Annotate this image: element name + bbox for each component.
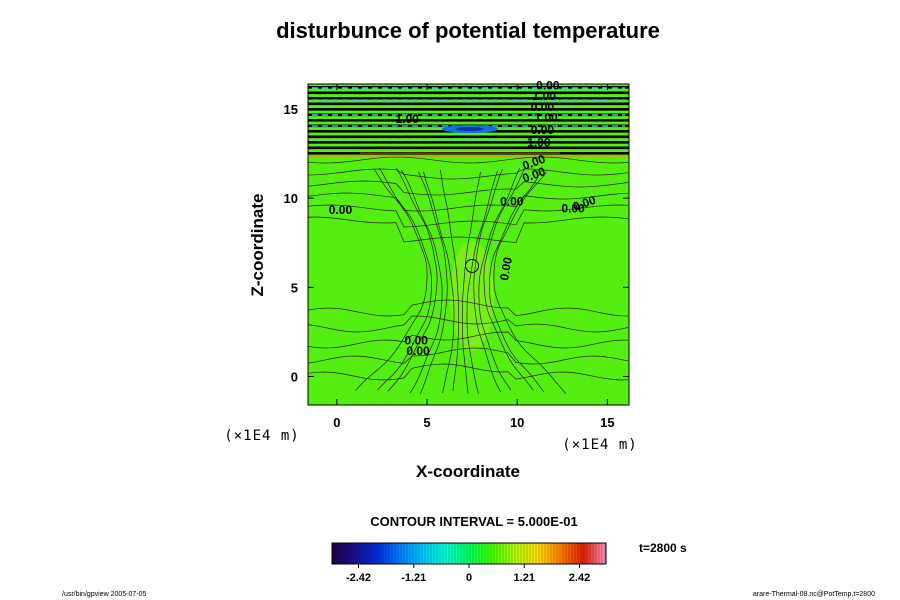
contour-label: 0.00	[531, 123, 555, 137]
contour-line	[466, 170, 498, 394]
x-tick-label: 5	[423, 415, 430, 430]
contour-line	[355, 169, 428, 391]
y-tick-label: 5	[291, 280, 298, 295]
stripe-contour	[308, 119, 629, 122]
contour-line	[461, 171, 481, 394]
contour-line	[478, 167, 520, 391]
contour-line	[307, 363, 629, 381]
colorbar-tick-label: 1.21	[514, 572, 535, 584]
contour-line	[423, 171, 455, 394]
contour-line	[307, 204, 629, 228]
stripe-contour	[308, 102, 629, 106]
y-axis: 0 5 10 15	[284, 102, 629, 384]
cold-anomaly-core	[456, 127, 484, 131]
colorbar-tick-label: 0	[466, 572, 472, 584]
x-tick-label: 15	[600, 415, 614, 430]
stripe-contour	[308, 86, 629, 89]
colorbar-tick-label: 2.42	[569, 572, 590, 584]
colorbar-tick-label: -2.42	[346, 572, 371, 584]
x-tick-label: 0	[333, 415, 340, 430]
colorbar	[331, 542, 607, 565]
contour-line	[307, 156, 629, 164]
colorbar-ticks: -2.42 -1.21 0 1.21 2.42	[346, 564, 590, 584]
contour-line	[307, 315, 629, 333]
contour-line	[489, 170, 544, 392]
footer-left: /usr/bin/gpview 2005-07-05	[62, 591, 147, 598]
contour-line	[307, 180, 629, 196]
contour-line	[307, 299, 629, 317]
plot-area: 0.000.000.000.000.000.000.000.000.001.00…	[307, 78, 630, 406]
contour-label: 0.00	[561, 201, 585, 215]
contour-label: 0.00	[536, 78, 560, 92]
contour-label: 1.00	[534, 110, 558, 124]
contour-line	[473, 168, 503, 393]
footer-right: arare-Thermal-08.nc@PotTemp,t=2800	[753, 591, 875, 598]
stripe-contour	[308, 141, 629, 144]
upper-layer-contours	[308, 86, 629, 157]
contour-label: 0.00	[329, 203, 353, 217]
x-axis: 0 5 10 15	[333, 84, 615, 430]
contour-line	[387, 168, 438, 392]
contour-label: 0.00	[405, 333, 429, 347]
contour-label: 0.00	[497, 256, 515, 282]
contour-line	[377, 167, 432, 391]
contour-line	[401, 170, 443, 394]
thermal-bubble	[450, 240, 495, 351]
stripe-contour	[308, 113, 629, 117]
y-tick-label: 0	[291, 369, 298, 384]
x-unit-left: (×1E4 m)	[224, 428, 299, 444]
colorbar-tick-label: -1.21	[401, 572, 426, 584]
contour-interval: CONTOUR INTERVAL = 5.000E-01	[370, 514, 577, 529]
plot-frame	[307, 83, 630, 406]
contour-label: 1.00	[527, 135, 551, 149]
contour-line	[493, 171, 566, 394]
x-unit-right: (×1E4 m)	[562, 437, 637, 453]
colorbar-gradient	[332, 543, 606, 564]
stripe-contour	[308, 91, 629, 95]
contour-line	[483, 168, 534, 391]
contour-label: 0.00	[500, 194, 524, 208]
y-tick-label: 15	[284, 102, 298, 117]
contour-line	[307, 331, 628, 349]
bubble-contour	[465, 258, 480, 273]
chart-title: disturbunce of potential temperature	[276, 18, 660, 43]
x-axis-label: X-coordinate	[416, 462, 520, 481]
y-tick-label: 10	[284, 191, 298, 206]
contour-label: 0.00	[406, 344, 430, 358]
time-label: t=2800 s	[639, 541, 687, 555]
contour-label: 0.00	[531, 100, 555, 114]
contour-line	[307, 216, 629, 243]
stripe-contour	[308, 146, 629, 150]
stripe-contour	[308, 135, 629, 139]
contour-line	[307, 192, 629, 212]
y-axis-label: Z-coordinate	[248, 194, 267, 297]
contour-lines	[307, 156, 629, 395]
x-tick-label: 10	[510, 415, 524, 430]
stripe-contour	[308, 97, 629, 100]
stripe-contour	[308, 108, 629, 111]
contour-label: 1.00	[533, 89, 557, 103]
contour-line	[307, 168, 629, 180]
contour-line	[440, 170, 460, 392]
contour-line	[307, 347, 629, 365]
contour-label: 1.00	[396, 112, 420, 126]
